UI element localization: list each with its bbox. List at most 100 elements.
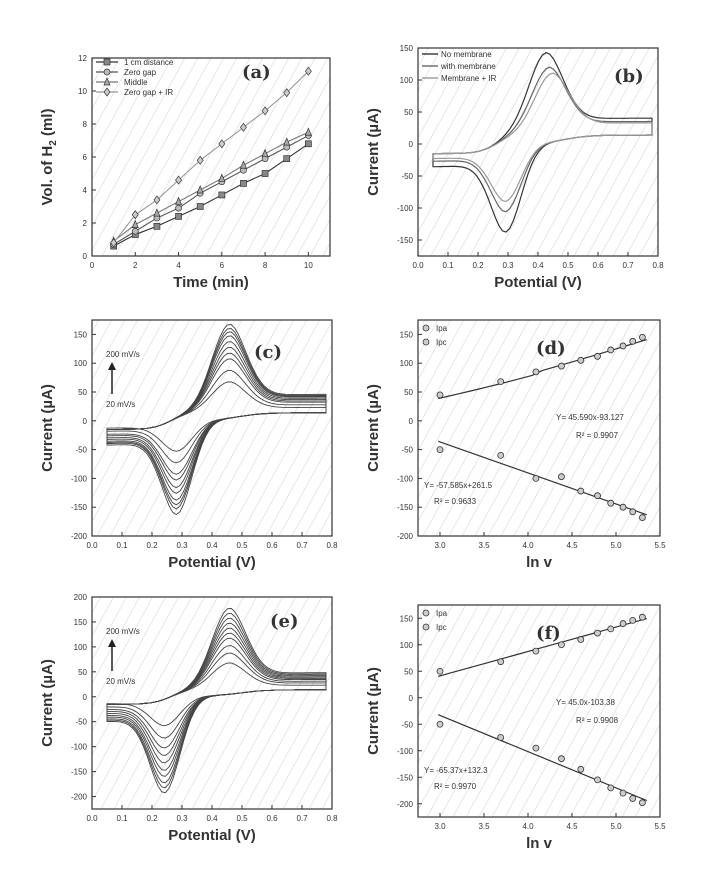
data-point: [594, 492, 601, 500]
data-point: [619, 503, 627, 511]
panel-f-texture: [418, 605, 660, 817]
y-tick-label: 0: [409, 417, 414, 426]
x-axis-title: Time (min): [173, 274, 249, 291]
x-tick-label: 0.1: [116, 814, 128, 823]
data-point: [304, 127, 312, 136]
y-tick-label: -150: [397, 236, 414, 245]
y-tick-label: 50: [404, 108, 413, 117]
y-tick-label: -50: [75, 718, 87, 727]
data-point: [594, 352, 601, 360]
y-tick-label: -200: [397, 800, 414, 809]
data-point: [532, 368, 540, 376]
y-tick-label: 50: [404, 388, 413, 397]
x-tick-label: 0.5: [562, 261, 574, 270]
legend-label: with membrane: [440, 62, 496, 71]
cv-curve: [106, 645, 327, 749]
series-line-3: [113, 70, 309, 244]
legend-label: Zero gap + IR: [124, 88, 173, 97]
data-point: [436, 391, 444, 399]
data-point: [619, 620, 627, 627]
y-tick-label: 100: [400, 641, 414, 650]
plot-frame: [417, 319, 661, 537]
legend-marker: [422, 623, 430, 631]
data-point: [261, 148, 269, 158]
y-axis-title: Current (µA): [365, 667, 382, 755]
y-tick-label: 0: [83, 252, 88, 261]
x-tick-label: 8: [263, 261, 268, 270]
scan-rate-annotation-bottom: 20 mV/s: [106, 677, 135, 686]
x-tick-label: 0.4: [206, 541, 218, 550]
x-tick-label: 0.1: [116, 541, 128, 550]
cv-curve: [106, 627, 327, 771]
data-point: [153, 208, 161, 217]
y-tick-label: 2: [83, 219, 88, 228]
x-tick-label: 0.2: [146, 541, 158, 550]
x-tick-label: 2: [133, 261, 138, 270]
y-tick-label: 4: [83, 186, 88, 195]
x-axis-title: Potential (V): [168, 827, 256, 844]
x-tick-label: 10: [304, 261, 313, 270]
y-tick-label: 150: [400, 614, 414, 623]
legend-marker: [103, 87, 111, 97]
panel-d-texture: [418, 320, 660, 536]
data-point: [532, 744, 540, 752]
x-axis-title: ln v: [526, 835, 552, 852]
data-point: [436, 667, 444, 675]
y-tick-label: 100: [400, 76, 414, 85]
cv-curve: [106, 324, 327, 516]
x-tick-label: 0.3: [176, 814, 188, 823]
data-point: [305, 140, 312, 148]
legend-label: No membrane: [441, 50, 492, 59]
data-point: [639, 799, 646, 807]
legend-label: Membrane + IR: [441, 74, 497, 83]
x-tick-label: 5.5: [654, 541, 666, 550]
y-tick-label: -50: [401, 720, 413, 729]
data-point: [153, 195, 161, 205]
y-tick-label: -100: [397, 204, 414, 213]
data-point: [497, 451, 505, 459]
data-point: [497, 378, 505, 386]
data-point: [497, 734, 505, 741]
x-axis-title: ln v: [526, 554, 552, 571]
cv-curve: [432, 66, 653, 213]
y-tick-label: 0: [83, 417, 88, 426]
y-tick-label: 150: [74, 330, 88, 339]
data-point: [110, 238, 118, 248]
data-point: [629, 508, 637, 516]
data-point: [261, 170, 269, 177]
y-axis-title: Vol. of H2 (ml): [39, 109, 59, 206]
x-tick-label: 4: [176, 261, 181, 270]
y-tick-label: -100: [397, 474, 414, 483]
y-axis-title: Current (µA): [365, 384, 382, 472]
data-point: [639, 514, 646, 521]
legend-marker: [103, 58, 111, 66]
x-tick-label: 0.2: [472, 261, 484, 270]
data-point: [577, 636, 585, 643]
legend-label: Ipa: [436, 609, 448, 618]
y-tick-label: -200: [397, 532, 414, 541]
data-point: [629, 337, 637, 345]
x-tick-label: 6: [220, 261, 225, 270]
y-tick-label: 12: [78, 54, 87, 63]
y-tick-label: -50: [401, 446, 413, 455]
y-tick-label: 50: [404, 667, 413, 676]
data-point: [283, 137, 291, 146]
panel-label: (d): [536, 338, 566, 359]
series-line-1: [113, 135, 309, 245]
data-point: [629, 795, 637, 802]
x-tick-label: 3.0: [434, 541, 446, 550]
x-tick-label: 4.5: [566, 822, 578, 831]
data-point: [196, 155, 204, 165]
fit-r2-ipa: R² = 0.9907: [576, 431, 619, 440]
legend-label: Ipc: [436, 623, 447, 632]
legend-label: Zero gap: [124, 68, 157, 77]
data-point: [261, 106, 269, 116]
series-line-0: [113, 143, 309, 247]
y-tick-label: -200: [71, 793, 88, 802]
data-point: [558, 473, 565, 481]
data-point: [619, 789, 627, 797]
data-point: [607, 499, 615, 507]
y-tick-label: -200: [71, 532, 88, 541]
